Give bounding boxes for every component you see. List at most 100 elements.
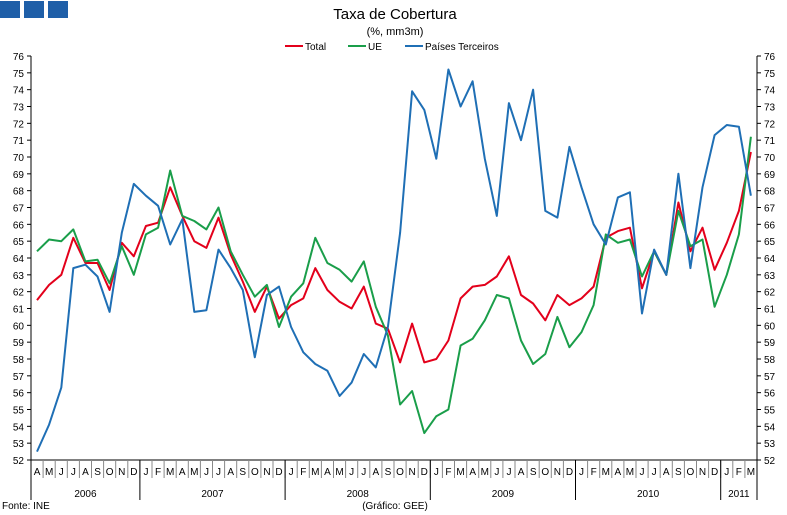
x-tick-label: M bbox=[747, 467, 755, 478]
x-tick-label: N bbox=[118, 467, 125, 478]
x-tick-label: J bbox=[289, 467, 294, 478]
x-tick-label: J bbox=[59, 467, 64, 478]
x-tick-label: S bbox=[385, 467, 392, 478]
x-tick-label: J bbox=[652, 467, 657, 478]
x-tick-label: J bbox=[216, 467, 221, 478]
y-tick-label-right: 73 bbox=[764, 103, 776, 114]
brand-square-icon bbox=[48, 1, 68, 18]
x-tick-label: O bbox=[106, 467, 114, 478]
y-tick-label-left: 68 bbox=[13, 187, 25, 198]
x-tick-label: F bbox=[591, 467, 597, 478]
x-tick-label: S bbox=[530, 467, 537, 478]
x-tick-label: J bbox=[434, 467, 439, 478]
x-tick-label: M bbox=[335, 467, 343, 478]
x-tick-label: D bbox=[566, 467, 573, 478]
y-tick-label-left: 57 bbox=[13, 372, 25, 383]
y-tick-label-right: 67 bbox=[764, 204, 776, 215]
y-tick-label-right: 75 bbox=[764, 69, 776, 80]
y-tick-label-right: 57 bbox=[764, 372, 776, 383]
series-line-total bbox=[36, 151, 752, 364]
y-tick-label-left: 64 bbox=[13, 254, 25, 265]
x-tick-label: J bbox=[494, 467, 499, 478]
year-label: 2009 bbox=[492, 489, 515, 500]
legend: Total UE Países Terceiros bbox=[285, 42, 499, 53]
y-tick-label-left: 62 bbox=[13, 288, 25, 299]
x-tick-label: S bbox=[94, 467, 101, 478]
x-tick-label: F bbox=[445, 467, 451, 478]
x-tick-label: A bbox=[324, 467, 331, 478]
brand-square-icon bbox=[0, 1, 20, 18]
x-tick-label: F bbox=[300, 467, 306, 478]
x-tick-label: M bbox=[626, 467, 634, 478]
x-tick-label: J bbox=[361, 467, 366, 478]
year-label: 2007 bbox=[201, 489, 224, 500]
legend-label: Total bbox=[305, 42, 326, 53]
x-tick-label: J bbox=[349, 467, 354, 478]
legend-label: Países Terceiros bbox=[425, 42, 499, 53]
y-tick-label-right: 72 bbox=[764, 119, 776, 130]
x-tick-label: J bbox=[724, 467, 729, 478]
x-tick-label: J bbox=[143, 467, 148, 478]
y-tick-label-left: 69 bbox=[13, 170, 25, 181]
source-note: Fonte: INE bbox=[2, 501, 50, 512]
y-tick-label-left: 65 bbox=[13, 237, 25, 248]
y-tick-label-left: 73 bbox=[13, 103, 25, 114]
x-tick-label: J bbox=[640, 467, 645, 478]
y-tick-label-right: 69 bbox=[764, 170, 776, 181]
y-tick-label-right: 66 bbox=[764, 220, 776, 231]
y-tick-label-right: 56 bbox=[764, 389, 776, 400]
x-tick-label: M bbox=[45, 467, 53, 478]
y-tick-label-right: 53 bbox=[764, 439, 776, 450]
y-tick-label-left: 60 bbox=[13, 321, 25, 332]
y-tick-label-right: 63 bbox=[764, 271, 776, 282]
y-tick-label-right: 55 bbox=[764, 406, 776, 417]
y-tick-label-left: 53 bbox=[13, 439, 25, 450]
y-tick-label-left: 61 bbox=[13, 305, 25, 316]
x-tick-label: O bbox=[541, 467, 549, 478]
chart-subtitle: (%, mm3m) bbox=[367, 26, 424, 38]
y-tick-label-left: 66 bbox=[13, 220, 25, 231]
y-tick-label-left: 71 bbox=[13, 136, 25, 147]
credit-note: (Gráfico: GEE) bbox=[362, 501, 428, 512]
legend-label: UE bbox=[368, 42, 382, 53]
y-tick-label-left: 55 bbox=[13, 406, 25, 417]
x-tick-label: M bbox=[311, 467, 319, 478]
y-tick-label-left: 58 bbox=[13, 355, 25, 366]
x-tick-label: D bbox=[421, 467, 428, 478]
year-label: 2006 bbox=[74, 489, 97, 500]
x-tick-label: A bbox=[615, 467, 622, 478]
x-tick-label: M bbox=[456, 467, 464, 478]
x-tick-label: J bbox=[506, 467, 511, 478]
chart-title: Taxa de Cobertura bbox=[333, 6, 457, 23]
axes: 52 52 53 53 54 54 55 55 56 56 57 57 58 58 59 59 60 60 61 61… bbox=[13, 52, 776, 500]
x-tick-label: F bbox=[155, 467, 161, 478]
x-tick-label: M bbox=[481, 467, 489, 478]
y-tick-label-right: 54 bbox=[764, 422, 776, 433]
y-tick-label-right: 60 bbox=[764, 321, 776, 332]
x-tick-label: A bbox=[227, 467, 234, 478]
y-tick-label-left: 75 bbox=[13, 69, 25, 80]
x-tick-label: A bbox=[82, 467, 89, 478]
y-tick-label-right: 71 bbox=[764, 136, 776, 147]
series-lines bbox=[36, 68, 752, 453]
x-tick-label: S bbox=[239, 467, 246, 478]
y-tick-label-right: 59 bbox=[764, 338, 776, 349]
y-tick-label-right: 74 bbox=[764, 86, 776, 97]
x-tick-label: N bbox=[699, 467, 706, 478]
x-tick-label: D bbox=[130, 467, 137, 478]
x-tick-label: A bbox=[469, 467, 476, 478]
y-tick-label-right: 64 bbox=[764, 254, 776, 265]
y-tick-label-left: 59 bbox=[13, 338, 25, 349]
y-tick-label-right: 76 bbox=[764, 52, 776, 63]
y-tick-label-left: 70 bbox=[13, 153, 25, 164]
x-tick-label: O bbox=[687, 467, 695, 478]
y-tick-label-right: 52 bbox=[764, 456, 776, 467]
x-tick-label: A bbox=[179, 467, 186, 478]
y-tick-label-left: 72 bbox=[13, 119, 25, 130]
x-tick-label: M bbox=[602, 467, 610, 478]
y-tick-label-right: 61 bbox=[764, 305, 776, 316]
y-tick-label-right: 58 bbox=[764, 355, 776, 366]
x-tick-label: A bbox=[663, 467, 670, 478]
